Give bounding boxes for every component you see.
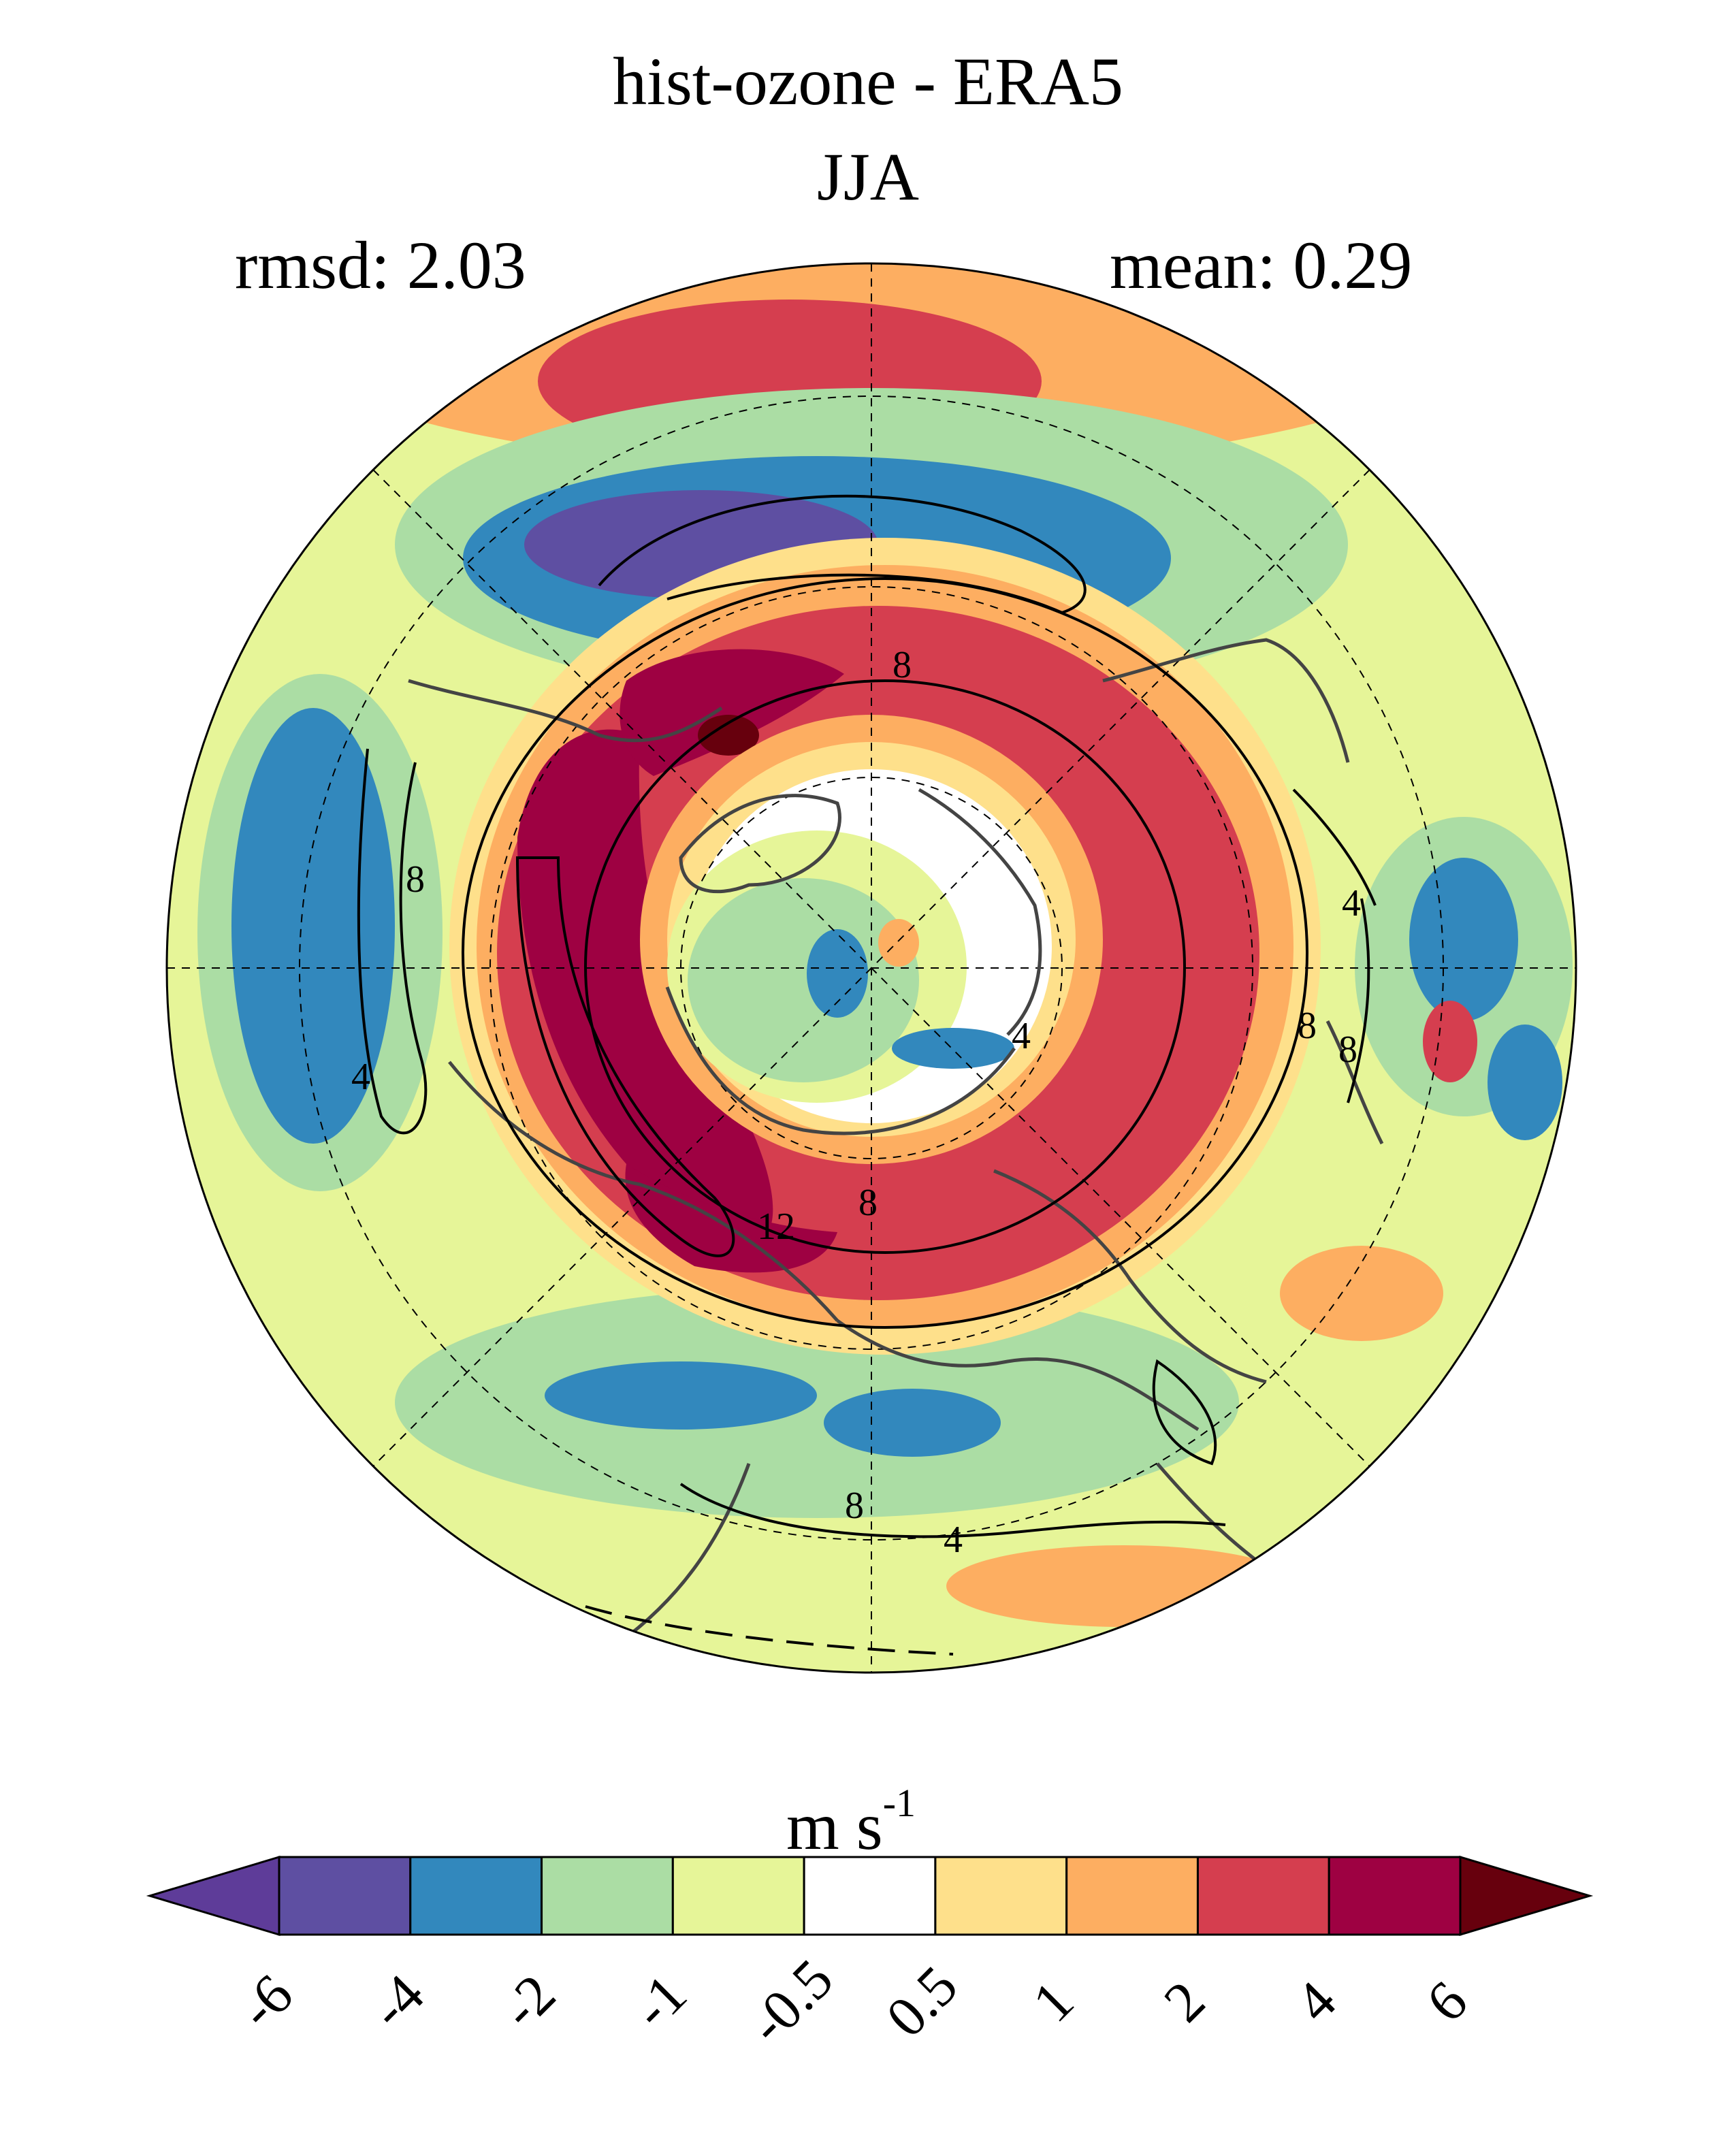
west-blue-lobe [231, 708, 395, 1144]
units-exponent: -1 [882, 1781, 916, 1825]
contour-label: 8 [893, 644, 912, 686]
colorbar-tick-label: 1 [1020, 1969, 1085, 2034]
units-label: m s-1 [786, 1784, 916, 1860]
contour-label: 4 [1342, 882, 1361, 924]
contour-label: 8 [858, 1182, 878, 1224]
colorbar-tick-label: 2 [1152, 1969, 1217, 2034]
colorbar-box [1196, 1856, 1330, 1936]
colorbar-tick-label: -4 [358, 1963, 436, 2041]
rmsd-label: rmsd: 2.03 [235, 227, 526, 303]
negative-contours [585, 1605, 954, 1656]
contour-label: 8 [1338, 1029, 1357, 1071]
colorbar-tick-label: -1 [620, 1963, 698, 2041]
colorbar-box [934, 1856, 1068, 1936]
contour-label: 8 [406, 858, 425, 901]
colorbar-box [1328, 1856, 1462, 1936]
ring-darkred-north [620, 649, 844, 776]
wind-contours [357, 494, 1377, 1538]
colorbar-tick-label: 4 [1283, 1969, 1348, 2034]
map-boundary [165, 262, 1577, 1674]
colorbar-tick-labels: -6 -4 -2 -1 -0.5 0.5 1 2 4 6 [227, 1948, 1479, 2056]
mean-label: mean: 0.29 [1110, 227, 1413, 303]
southeast-orange-patch [1280, 1246, 1443, 1341]
graticule [167, 263, 1576, 1673]
colorbar-box [1065, 1856, 1199, 1936]
colorbar-tick-label: 6 [1415, 1969, 1479, 2034]
ring-max-spot [698, 715, 759, 756]
map-title: hist-ozone - ERA5 [613, 44, 1123, 119]
contour-label-group: 8 8 4 4 4 8 8 12 8 4 8 [351, 644, 1361, 1561]
colorbar-box [803, 1856, 937, 1936]
colorbar-tick-label: -6 [227, 1963, 305, 2041]
colorbar-box [278, 1856, 412, 1936]
colorbar-box [541, 1856, 674, 1936]
core-green [688, 878, 919, 1082]
south-green-band [395, 1287, 1239, 1518]
coastlines [408, 638, 1384, 1649]
colorbar-box [409, 1856, 543, 1936]
units-base: m s [786, 1788, 883, 1864]
colorbar-under-triangle [146, 1855, 280, 1937]
core-blue-arm [892, 1028, 1014, 1069]
contour-label: 12 [757, 1206, 795, 1248]
colorbar-tick-label: -0.5 [737, 1948, 846, 2056]
contour-label: 8 [1298, 1005, 1317, 1047]
contour-label: 4 [351, 1056, 370, 1098]
season-label: JJA [816, 139, 920, 214]
contour-label: 8 [845, 1485, 864, 1527]
core-blue-spot [807, 929, 868, 1018]
south-blue-lobe-east [824, 1389, 1001, 1457]
colorbar-box [671, 1856, 805, 1936]
contour-label: 4 [1012, 1015, 1031, 1057]
east-blue-lobe [1409, 858, 1518, 1021]
colorbar-over-triangle [1459, 1855, 1594, 1937]
contour-label: 4 [944, 1519, 963, 1561]
south-blue-lobe-west [545, 1361, 817, 1430]
east-blue-spot [1488, 1024, 1562, 1140]
east-red-spot [1423, 1001, 1477, 1082]
ring-darkred-south [625, 1164, 837, 1273]
colorbar-boxes [146, 1855, 1594, 1937]
colorbar-tick-label: -2 [489, 1963, 567, 2041]
ring-darkred-west [517, 729, 773, 1246]
polar-map: 8 8 4 4 4 8 8 12 8 4 8 [165, 262, 1577, 1674]
colorbar-tick-label: 0.5 [874, 1954, 969, 2050]
